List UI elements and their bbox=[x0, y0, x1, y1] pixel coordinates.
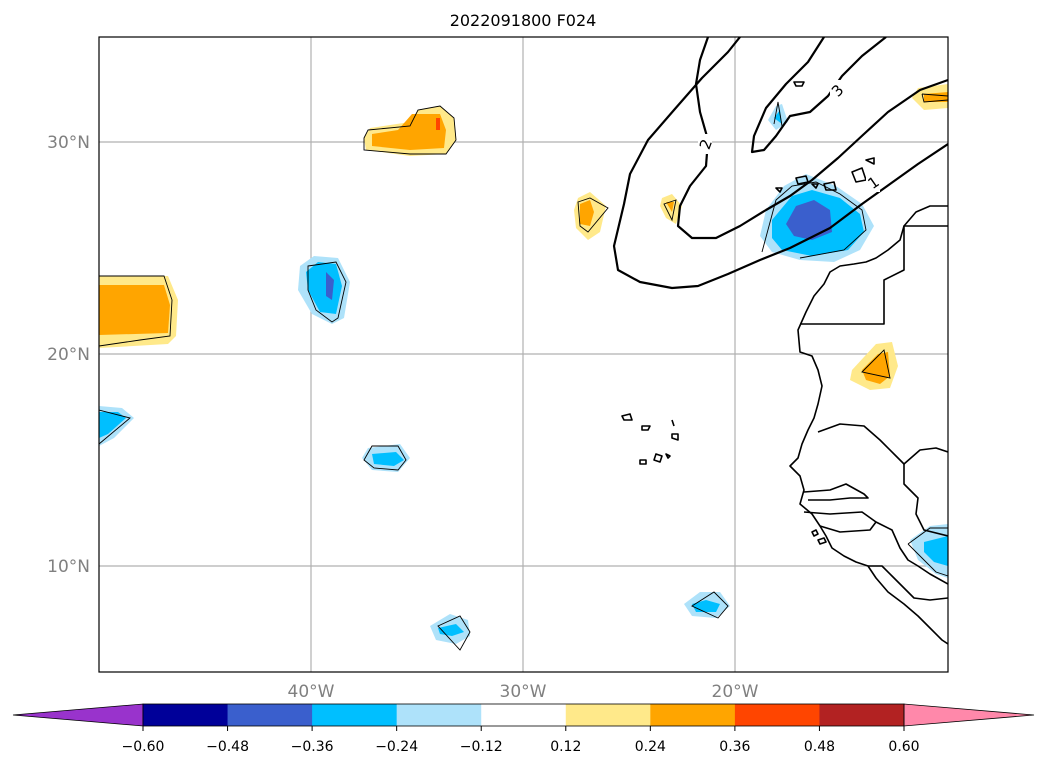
colorbar-bin bbox=[565, 704, 651, 726]
map-title: 2022091800 F024 bbox=[450, 11, 597, 30]
colorbar-tick-label: −0.48 bbox=[206, 739, 249, 755]
colorbar-tick-label: 0.48 bbox=[804, 739, 835, 755]
colorbar-tick-label: −0.36 bbox=[291, 739, 334, 755]
africa-coast bbox=[789, 205, 948, 645]
contour-line-3 bbox=[750, 37, 887, 154]
colorbar-tick-label: 0.24 bbox=[635, 739, 666, 755]
positive-anomaly-areas bbox=[99, 84, 948, 390]
colorbar-tick-label: 0.60 bbox=[888, 739, 919, 755]
cape-verde-islands bbox=[621, 413, 633, 421]
lon-label-40w: 40°W bbox=[288, 682, 335, 702]
contour-line-2 bbox=[676, 37, 948, 240]
colorbar-tick-label: 0.12 bbox=[550, 739, 581, 755]
contour-lines: 3 2 1 bbox=[612, 37, 948, 290]
colorbar-under-triangle bbox=[12, 703, 144, 727]
lat-label-10n: 10°N bbox=[47, 557, 90, 577]
madeira-island bbox=[793, 81, 805, 87]
lon-label-20w: 20°W bbox=[712, 682, 759, 702]
latitude-labels: 30°N 20°N 10°N bbox=[47, 133, 90, 577]
colorbar-bin bbox=[396, 704, 482, 726]
contour-line-1 bbox=[612, 37, 948, 290]
negative-anomaly-areas bbox=[99, 101, 948, 651]
colorbar-over-triangle bbox=[903, 703, 1035, 727]
colorbar-bin bbox=[227, 704, 313, 726]
colorbar-bin bbox=[312, 704, 398, 726]
longitude-labels: 40°W 30°W 20°W bbox=[288, 682, 759, 702]
colorbar-bin bbox=[650, 704, 736, 726]
colorbar-bin bbox=[734, 704, 820, 726]
colorbar-bin bbox=[481, 704, 567, 726]
gridlines bbox=[99, 37, 948, 672]
lon-label-30w: 30°W bbox=[500, 682, 547, 702]
colorbar-bin bbox=[143, 704, 229, 726]
colorbar: −0.60 −0.48 −0.36 −0.24 −0.12 0.12 0.24 0.36 0.4… bbox=[12, 703, 1035, 755]
colorbar-tick-label: −0.60 bbox=[122, 739, 165, 755]
colorbar-tick-label: −0.12 bbox=[460, 739, 503, 755]
lat-label-30n: 30°N bbox=[47, 133, 90, 153]
map-frame bbox=[98, 36, 949, 673]
colorbar-tick-label: −0.24 bbox=[375, 739, 418, 755]
lat-label-20n: 20°N bbox=[47, 345, 90, 365]
colorbar-tick-label: 0.36 bbox=[719, 739, 750, 755]
map-panel: 3 2 1 bbox=[98, 36, 949, 673]
colorbar-bin bbox=[819, 704, 905, 726]
coastlines bbox=[621, 81, 948, 645]
